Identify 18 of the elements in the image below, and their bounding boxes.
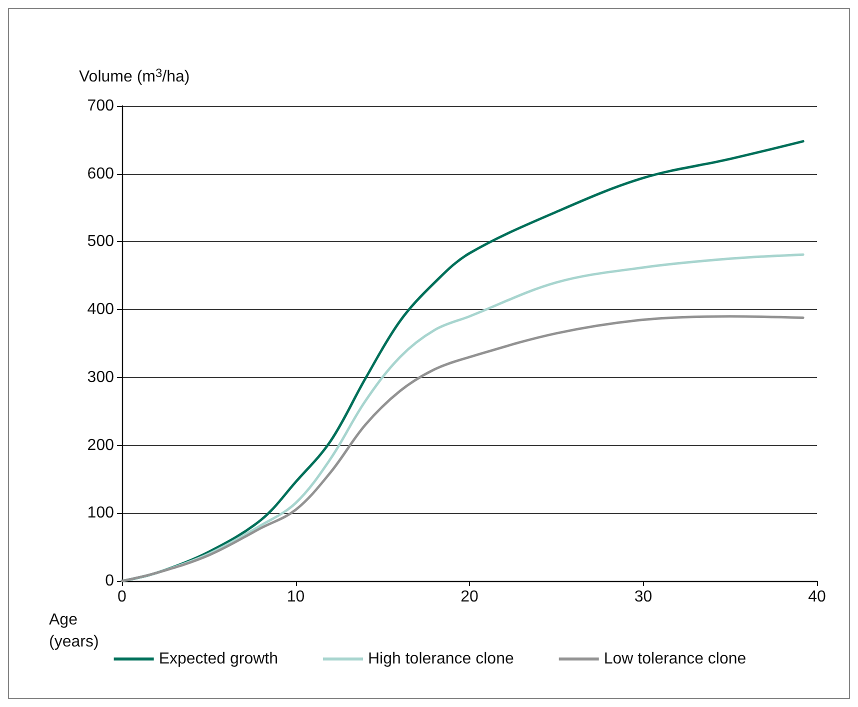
legend-label: Expected growth [158,650,278,668]
y-tick-label: 600 [87,165,114,182]
x-axis-title: Age (years) [49,612,99,650]
line-series [120,315,804,582]
y-tick-label: 300 [87,368,114,386]
x-tick-label: 30 [634,588,652,606]
y-tick-label: 500 [87,233,114,250]
legend-label: Low tolerance clone [604,650,746,668]
x-tick-label: 40 [808,588,826,606]
y-tick-label: 400 [87,301,114,318]
y-tick-label: 0 [105,572,114,590]
legend-label: High tolerance clone [368,650,514,668]
y-tick-label: 100 [87,504,114,522]
x-tick-label: 20 [460,588,478,606]
y-tick-label: 700 [87,98,114,114]
x-tick-label: 0 [118,588,127,606]
y-tick-label: 200 [87,436,114,454]
x-tick-label: 10 [286,588,305,606]
